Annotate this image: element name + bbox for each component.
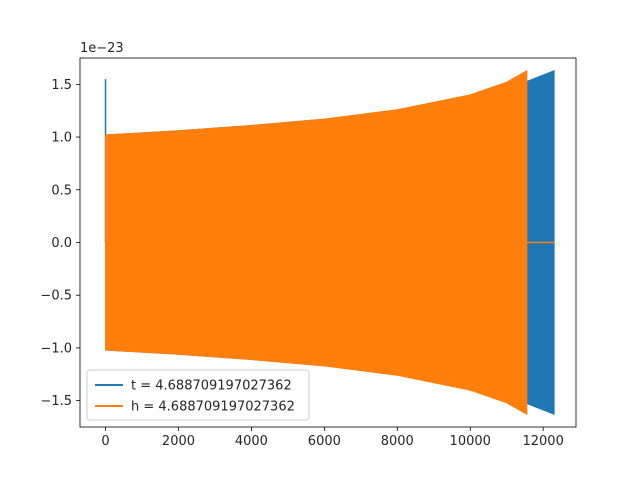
x-tick-label: 10000 xyxy=(450,434,491,449)
x-tick-label: 8000 xyxy=(381,434,414,449)
y-tick-label: 0.0 xyxy=(51,236,72,251)
y-tick-label: 1.5 xyxy=(51,78,72,93)
y-tick-label: −1.0 xyxy=(40,341,72,356)
legend-label: h = 4.688709197027362 xyxy=(131,400,295,415)
legend-item-h: h = 4.688709197027362 xyxy=(95,400,295,415)
y-axis-offset-label: 1e−23 xyxy=(80,41,124,56)
y-axis: −1.5 −1.0 −0.5 0.0 0.5 1.0 1.5 xyxy=(40,78,80,409)
y-tick-label: 0.5 xyxy=(51,183,72,198)
legend: t = 4.688709197027362 h = 4.6887091970273… xyxy=(86,369,310,421)
legend-item-t: t = 4.688709197027362 xyxy=(95,379,292,394)
x-tick-label: 6000 xyxy=(308,434,341,449)
y-tick-label: −0.5 xyxy=(40,289,72,304)
x-axis: 0 2000 4000 6000 8000 10000 12000 xyxy=(101,427,564,449)
series-h xyxy=(105,69,555,416)
series-h-oscillation-band xyxy=(105,69,528,416)
y-tick-label: −1.5 xyxy=(40,394,72,409)
x-tick-label: 12000 xyxy=(522,434,563,449)
y-tick-label: 1.0 xyxy=(51,131,72,146)
legend-label: t = 4.688709197027362 xyxy=(131,379,292,394)
plot-area xyxy=(104,69,555,416)
x-tick-label: 2000 xyxy=(162,434,195,449)
x-tick-label: 4000 xyxy=(235,434,268,449)
legend-box xyxy=(86,369,310,421)
x-tick-label: 0 xyxy=(101,434,109,449)
